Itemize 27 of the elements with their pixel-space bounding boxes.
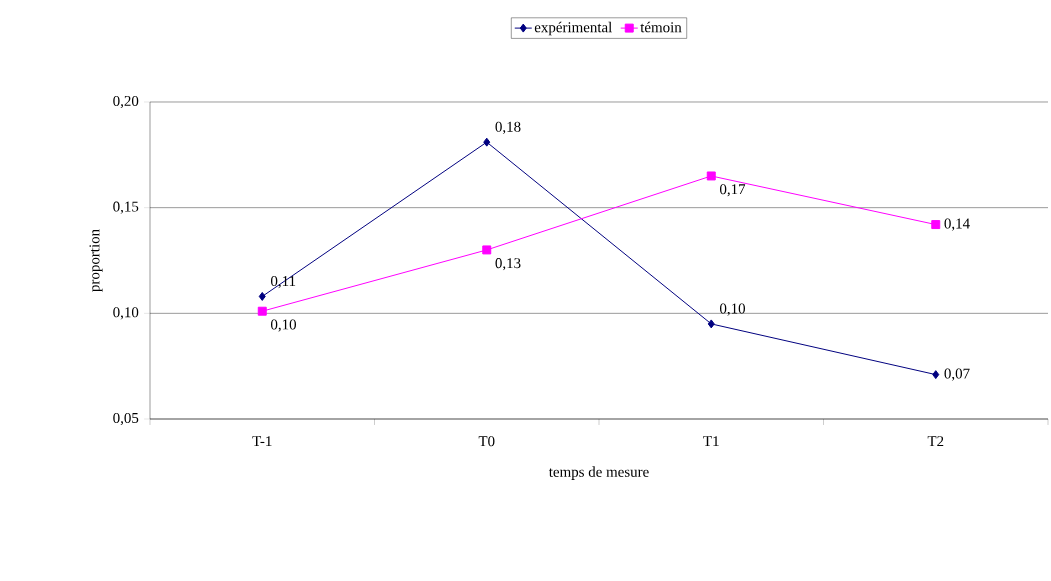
data-label: 0,13 xyxy=(495,258,521,271)
point xyxy=(483,137,491,147)
x-axis-title: temps de mesure xyxy=(548,466,649,480)
point xyxy=(706,171,716,181)
x-tick-label: T2 xyxy=(927,436,944,447)
legend-label: témoin xyxy=(640,21,682,33)
y-tick-label: 0,10 xyxy=(113,307,139,320)
point xyxy=(707,319,715,329)
data-label: 0,14 xyxy=(944,218,970,231)
data-label: 0,10 xyxy=(719,303,746,316)
point xyxy=(932,370,940,380)
data-label: 0,17 xyxy=(719,184,746,197)
y-tick-label: 0,05 xyxy=(113,412,139,426)
point xyxy=(482,245,492,255)
x-tick-label: T-1 xyxy=(252,436,272,446)
y-tick-label: 0,20 xyxy=(113,95,139,109)
legend-label: expérimental xyxy=(534,21,612,36)
data-label: 0,07 xyxy=(944,368,970,381)
y-axis-title: proportion xyxy=(89,229,103,292)
point xyxy=(258,291,266,301)
point xyxy=(931,220,941,230)
x-tick-label: T0 xyxy=(478,436,495,447)
y-tick-label: 0,15 xyxy=(113,201,139,214)
data-label: 0,10 xyxy=(270,319,297,332)
point xyxy=(257,306,267,316)
x-tick-label: T1 xyxy=(703,436,719,446)
data-label: 0,18 xyxy=(495,121,521,134)
